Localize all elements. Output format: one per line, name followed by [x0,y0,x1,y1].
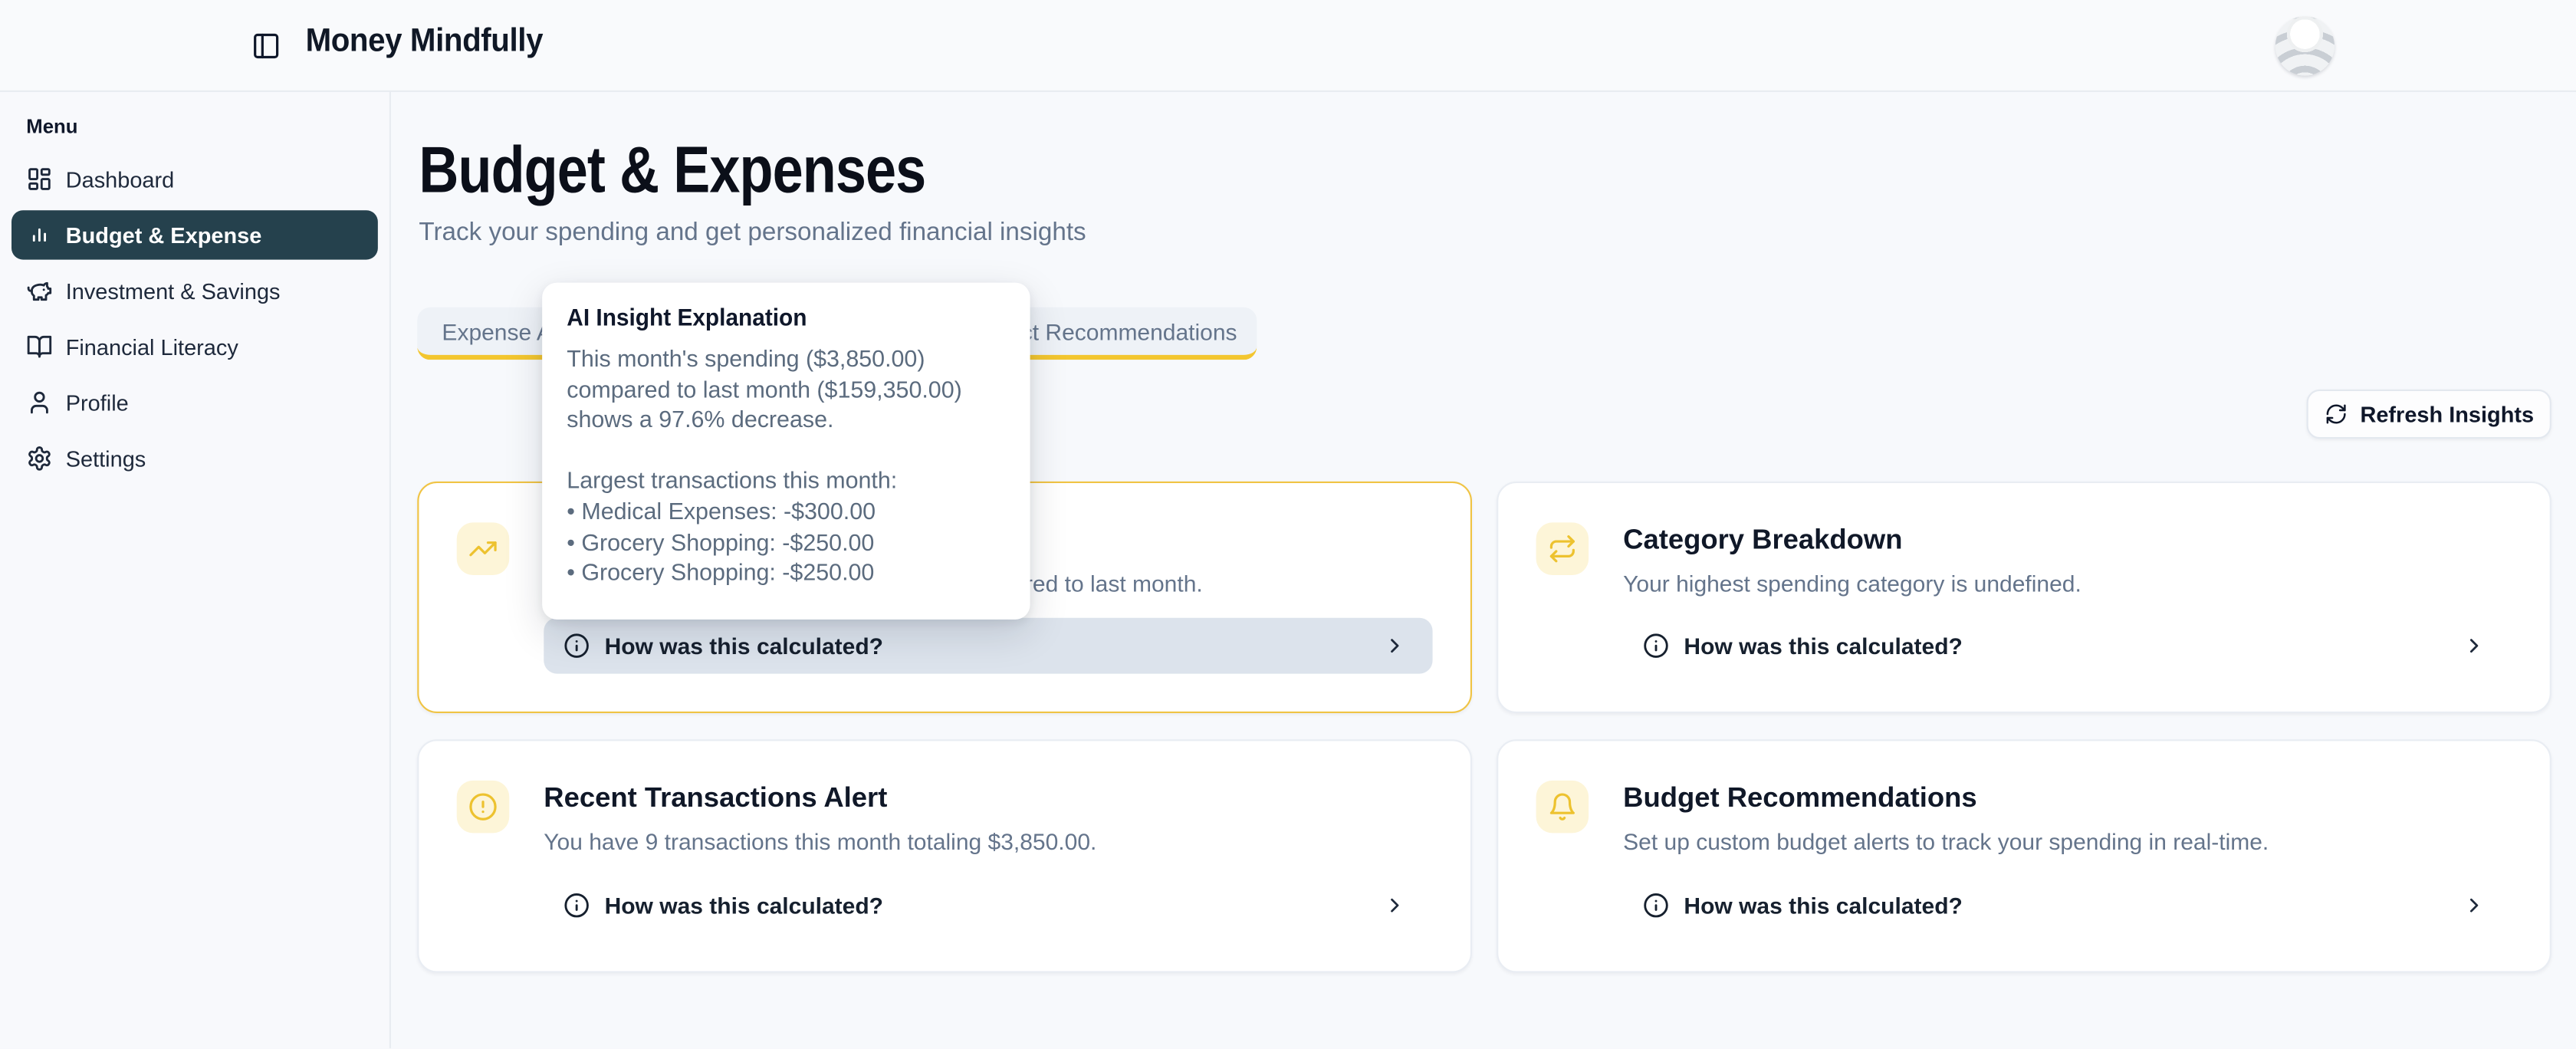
how-calculated-label: How was this calculated? [604,892,884,919]
info-icon [1643,893,1669,919]
tooltip-line: • Medical Expenses: -$300.00 [567,499,876,526]
top-header: Money Mindfully [0,0,2576,92]
chevron-right-icon [1383,634,1406,657]
how-calculated-label: How was this calculated? [1684,892,1963,919]
how-calculated-button[interactable]: How was this calculated? [544,877,1432,933]
panel-left-icon [251,31,281,61]
card-title: Category Breakdown [1623,524,1903,556]
sidebar: Menu Dashboard Budget & Expense Investme… [0,92,391,1049]
tooltip-spacer [567,437,1005,468]
tooltip-paragraph: This month's spending ($3,850.00) compar… [567,347,962,435]
sidebar-item-budget-expense[interactable]: Budget & Expense [12,210,378,260]
tooltip-line: • Grocery Shopping: -$250.00 [567,561,875,587]
sidebar-section-label: Menu [26,115,78,138]
bar-chart-icon [26,222,52,248]
sidebar-nav: Dashboard Budget & Expense Investment & … [12,154,378,483]
refresh-insights-label: Refresh Insights [2360,401,2535,427]
card-description: Set up custom budget alerts to track you… [1623,828,2269,855]
info-icon [564,633,590,659]
repeat-icon [1548,534,1578,564]
tooltip-line: Largest transactions this month: [567,469,898,495]
sidebar-item-label: Profile [65,390,129,416]
how-calculated-label: How was this calculated? [1684,633,1963,659]
sidebar-item-profile[interactable]: Profile [12,378,378,427]
gear-icon [26,446,52,472]
sidebar-item-investment-savings[interactable]: Investment & Savings [12,266,378,315]
sidebar-item-label: Settings [65,446,146,471]
ai-insight-tooltip: AI Insight Explanation This month's spen… [542,282,1030,620]
tooltip-line: • Grocery Shopping: -$250.00 [567,530,875,557]
card-description: Your highest spending category is undefi… [1623,570,2082,597]
card-category-breakdown: Category Breakdown Your highest spending… [1497,481,2551,713]
card-description: You have 9 transactions this month total… [544,828,1097,855]
refresh-insights-button[interactable]: Refresh Insights [2306,389,2551,439]
sidebar-item-label: Dashboard [65,166,175,192]
user-avatar[interactable] [2275,16,2334,76]
chevron-right-icon [2463,634,2486,657]
sidebar-toggle-button[interactable] [248,28,284,64]
piggy-bank-icon [26,278,52,304]
tooltip-body: This month's spending ($3,850.00) compar… [567,345,1005,590]
sidebar-item-label: Financial Literacy [65,334,238,360]
chevron-right-icon [1383,894,1406,917]
user-icon [26,390,52,416]
info-icon [1643,633,1669,659]
icon-chip [1536,522,1589,575]
card-recent-transactions-alert: Recent Transactions Alert You have 9 tra… [417,739,1473,973]
card-budget-recommendations: Budget Recommendations Set up custom bud… [1497,739,2551,973]
sidebar-item-settings[interactable]: Settings [12,434,378,483]
book-open-icon [26,334,52,360]
icon-chip [1536,780,1589,834]
icon-chip [456,780,510,834]
how-calculated-label: How was this calculated? [604,633,884,659]
chevron-right-icon [2463,894,2486,917]
sidebar-item-financial-literacy[interactable]: Financial Literacy [12,322,378,371]
refresh-icon [2324,403,2347,426]
app-title: Money Mindfully [305,23,544,60]
how-calculated-button[interactable]: How was this calculated? [1623,618,2512,674]
page-title: Budget & Expenses [419,134,926,207]
tooltip-title: AI Insight Explanation [567,305,807,332]
how-calculated-button[interactable]: How was this calculated? [544,617,1433,674]
page-subtitle: Track your spending and get personalized… [419,219,1086,247]
icon-chip [456,522,510,575]
card-title: Recent Transactions Alert [544,781,888,814]
how-calculated-button[interactable]: How was this calculated? [1623,877,2512,933]
trending-up-icon [468,534,498,564]
dashboard-grid-icon [26,166,52,192]
sidebar-item-label: Budget & Expense [65,222,262,248]
alert-circle-icon [468,792,498,822]
sidebar-item-label: Investment & Savings [65,278,281,304]
sidebar-item-dashboard[interactable]: Dashboard [12,154,378,203]
info-icon [564,893,590,919]
bell-icon [1548,792,1578,822]
card-title: Budget Recommendations [1623,781,1977,814]
